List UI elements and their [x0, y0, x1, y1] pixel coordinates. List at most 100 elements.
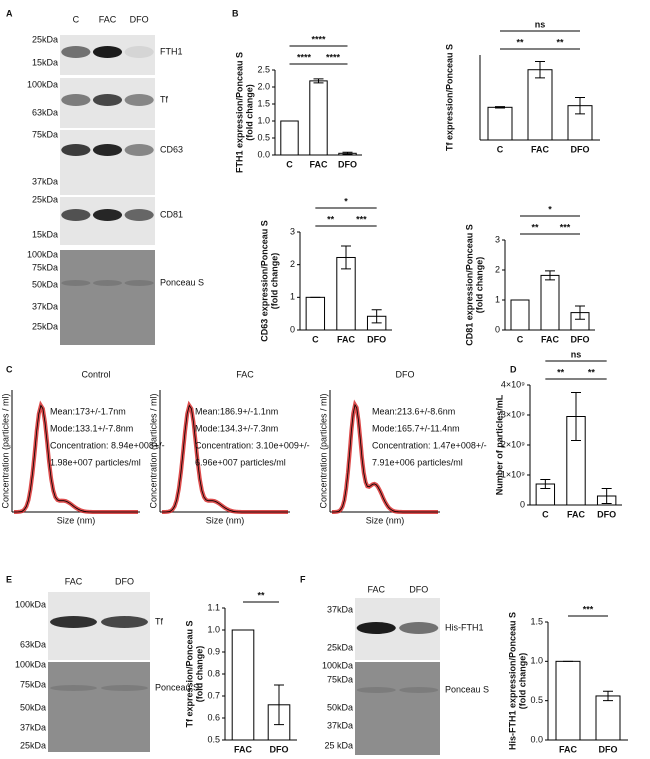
blot-band	[92, 209, 123, 221]
y-axis-label: CD81 expression/Ponceau S	[464, 224, 474, 346]
nta-stat: Mean:173+/-1.7nm	[50, 406, 126, 416]
band-label: CD81	[160, 209, 183, 219]
error-bar	[571, 392, 581, 441]
marker-label: 25kDa	[32, 194, 58, 204]
blot-band	[61, 209, 91, 221]
significance-label: ***	[560, 222, 571, 232]
band-label: Ponceau S	[445, 684, 489, 694]
y-tick-label: 2	[495, 264, 500, 274]
nta-x-label: Size (nm)	[57, 515, 96, 525]
marker-label: 50kDa	[20, 702, 46, 712]
marker-label: 37kDa	[327, 604, 353, 614]
y-tick-label: 3	[495, 234, 500, 244]
x-tick-label: C	[497, 144, 504, 154]
y-tick-label: 0.6	[207, 712, 220, 722]
y-tick-label: 2	[290, 259, 295, 269]
y-tick-label: 0.7	[207, 690, 220, 700]
nta-stat: Mean:186.9+/-1.1nm	[195, 406, 278, 416]
y-tick-label: 0.0	[257, 149, 270, 159]
y-axis-label: Tf expression/Ponceau S	[444, 44, 454, 151]
y-tick-label: 3×10⁹	[501, 409, 525, 419]
significance-label: **	[557, 367, 565, 377]
panel-letter: A	[6, 8, 13, 18]
significance-label: *	[344, 196, 348, 206]
y-tick-label: 0.0	[530, 734, 543, 744]
y-tick-label: 2×10⁹	[501, 439, 525, 449]
nta-x-label: Size (nm)	[206, 515, 245, 525]
x-tick-label: FAC	[310, 159, 329, 169]
nta-stat: Mode:134.3+/-7.3nm	[195, 423, 278, 433]
blot-band	[50, 616, 97, 628]
bar	[527, 69, 553, 141]
nta-stat: Concentration: 3.10e+009+/-	[195, 440, 310, 450]
panel-letter: D	[510, 364, 517, 374]
bar	[280, 120, 299, 156]
blot-band	[92, 94, 123, 106]
y-axis-label: His-FTH1 expression/Ponceau S	[507, 612, 517, 750]
band-label: Tf	[155, 616, 163, 626]
y-tick-label: 0.9	[207, 646, 220, 656]
y-tick-label: 1.0	[207, 624, 220, 634]
y-tick-label: 0.5	[257, 132, 270, 142]
x-tick-label: DFO	[338, 159, 357, 169]
y-tick-label: 0.8	[207, 668, 220, 678]
blot-image	[355, 662, 440, 755]
error-bar	[341, 245, 351, 270]
marker-label: 25 kDa	[324, 740, 353, 750]
error-bar	[274, 684, 284, 726]
y-axis-label: (fold change)	[244, 84, 254, 141]
band-label: FTH1	[160, 46, 183, 56]
x-tick-label: DFO	[270, 744, 289, 754]
y-tick-label: 1.0	[530, 656, 543, 666]
bar	[567, 105, 593, 141]
blot-band	[101, 616, 148, 628]
y-tick-label: 1.5	[530, 616, 543, 626]
y-tick-label: 0	[290, 324, 295, 334]
marker-label: 63kDa	[32, 107, 58, 117]
nta-y-label: Concentration (particles / ml)	[0, 393, 10, 508]
y-tick-label: 1.1	[207, 602, 220, 612]
bar	[231, 629, 255, 741]
nta-y-label: Concentration (particles / ml)	[318, 393, 328, 508]
marker-label: 50kDa	[32, 279, 58, 289]
y-axis-label: FTH1 expression/Ponceau S	[234, 52, 244, 173]
nta-stat: 6.96e+007 particles/ml	[195, 457, 286, 467]
blot-image	[48, 662, 150, 752]
x-tick-label: C	[517, 334, 524, 344]
marker-label: 25kDa	[20, 740, 46, 750]
lane-label: DFO	[130, 14, 149, 24]
nta-x-label: Size (nm)	[366, 515, 405, 525]
nta-curve	[162, 404, 288, 513]
marker-label: 63kDa	[20, 639, 46, 649]
blot-band	[61, 144, 91, 156]
x-tick-label: FAC	[234, 744, 253, 754]
error-bar	[535, 61, 545, 79]
significance-label: ****	[297, 52, 312, 62]
error-bar	[342, 151, 353, 155]
bar	[540, 274, 560, 331]
blot-band	[356, 687, 396, 693]
significance-label: *	[548, 204, 552, 214]
significance-label: ***	[356, 214, 367, 224]
panel-letter: E	[6, 574, 12, 584]
marker-label: 37kDa	[32, 301, 58, 311]
panel-letter: C	[6, 364, 13, 374]
marker-label: 75kDa	[32, 129, 58, 139]
band-label: His-FTH1	[445, 622, 484, 632]
significance-label: **	[556, 37, 564, 47]
marker-label: 25kDa	[32, 321, 58, 331]
x-tick-label: C	[312, 334, 319, 344]
blot-band	[50, 685, 97, 691]
blot-band	[124, 46, 154, 58]
y-tick-label: 3	[290, 226, 295, 236]
nta-title: Control	[81, 369, 110, 379]
nta-stat: Concentration: 1.47e+008+/-	[372, 440, 487, 450]
error-bar	[540, 479, 551, 489]
marker-label: 100kDa	[15, 599, 46, 609]
y-axis-label: (fold change)	[517, 653, 527, 710]
bar	[309, 80, 328, 156]
marker-label: 100kDa	[27, 249, 58, 259]
significance-label: **	[516, 37, 524, 47]
y-axis-label: (fold change)	[474, 257, 484, 314]
nta-y-label: Concentration (particles / ml)	[148, 393, 158, 508]
